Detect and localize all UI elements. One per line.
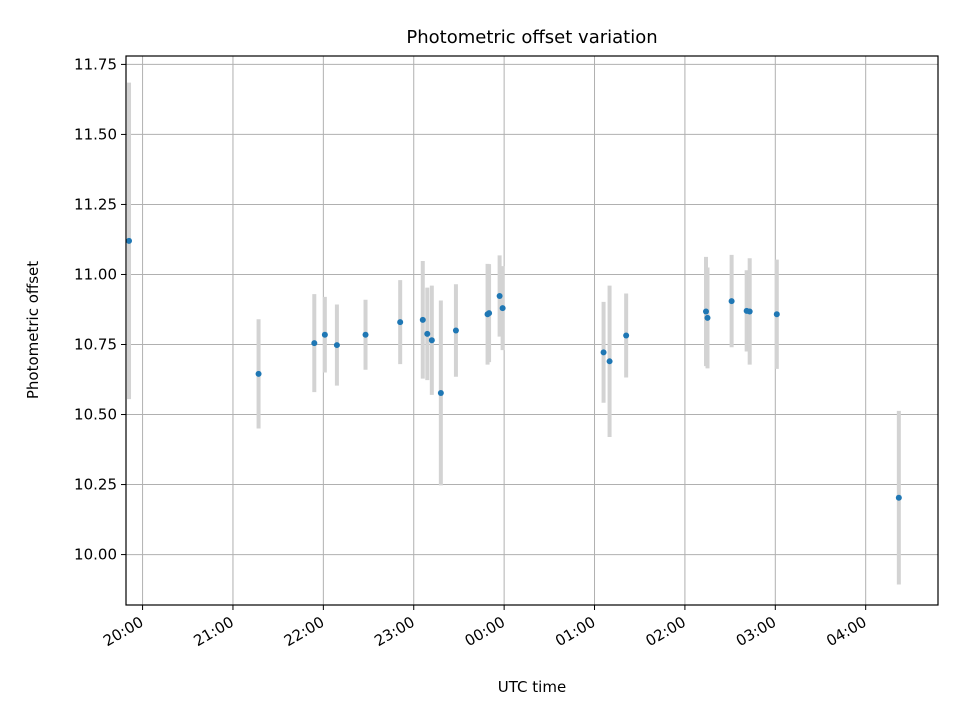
data-point xyxy=(600,349,607,356)
data-point xyxy=(704,314,711,321)
x-axis-ticks: 20:00 21:00 22:00 23:00 00:00 01:00 02:00 03:00… xyxy=(100,605,870,650)
data-point xyxy=(424,330,431,337)
y-tick-label: 10.25 xyxy=(74,476,117,494)
data-point xyxy=(623,332,630,339)
y-tick-label: 10.50 xyxy=(74,406,117,424)
data-point xyxy=(126,237,133,244)
data-point xyxy=(703,308,709,315)
data-point xyxy=(419,316,426,323)
data-point xyxy=(773,311,780,318)
data-point xyxy=(606,358,613,365)
data-points xyxy=(126,237,902,501)
data-point xyxy=(452,327,459,334)
data-point xyxy=(486,310,493,317)
data-point xyxy=(428,337,435,344)
y-tick-label: 11.75 xyxy=(74,55,117,73)
data-point xyxy=(311,340,318,347)
chart-title: Photometric offset variation xyxy=(406,27,657,48)
y-tick-label: 10.00 xyxy=(74,546,117,564)
data-point xyxy=(496,293,503,300)
data-point xyxy=(255,370,262,377)
x-tick-label: 22:00 xyxy=(281,613,327,650)
y-tick-label: 11.50 xyxy=(74,125,117,143)
data-point xyxy=(437,389,444,396)
x-tick-label: 03:00 xyxy=(733,613,779,650)
data-point xyxy=(362,331,369,338)
data-point xyxy=(895,494,902,501)
x-tick-label: 20:00 xyxy=(100,613,146,650)
error-bars xyxy=(127,82,901,585)
x-tick-label: 21:00 xyxy=(191,613,237,650)
y-axis-label: Photometric offset xyxy=(24,261,42,399)
y-tick-label: 11.25 xyxy=(74,195,117,213)
y-axis-ticks: 10.00 10.25 10.50 10.75 11.00 11.25 11.50 11.75 xyxy=(74,55,126,564)
plot-frame xyxy=(125,55,939,606)
data-point xyxy=(728,298,735,305)
data-point xyxy=(746,308,753,315)
x-tick-label: 00:00 xyxy=(462,613,508,650)
grid xyxy=(126,56,938,605)
x-axis-label: UTC time xyxy=(498,678,566,696)
x-tick-label: 02:00 xyxy=(642,613,688,650)
y-tick-label: 10.75 xyxy=(74,336,117,354)
x-tick-label: 01:00 xyxy=(552,613,598,650)
y-tick-label: 11.00 xyxy=(74,265,117,283)
data-point xyxy=(499,305,506,312)
x-tick-label: 23:00 xyxy=(371,613,417,650)
x-tick-label: 04:00 xyxy=(823,613,869,650)
data-point xyxy=(333,342,340,349)
data-point xyxy=(397,319,404,326)
data-point xyxy=(321,331,328,338)
